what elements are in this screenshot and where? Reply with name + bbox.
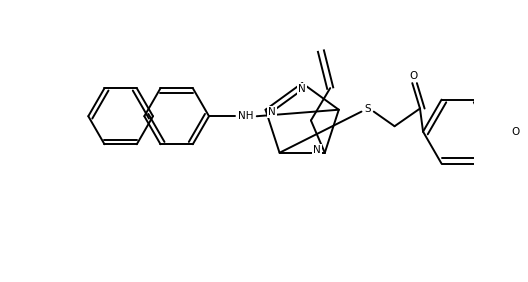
Text: NH: NH (238, 111, 254, 121)
Text: S: S (364, 103, 371, 114)
Text: N: N (313, 146, 321, 155)
Text: N: N (298, 84, 306, 94)
Text: O: O (511, 127, 520, 137)
Text: N: N (268, 107, 276, 117)
Text: O: O (409, 71, 417, 81)
